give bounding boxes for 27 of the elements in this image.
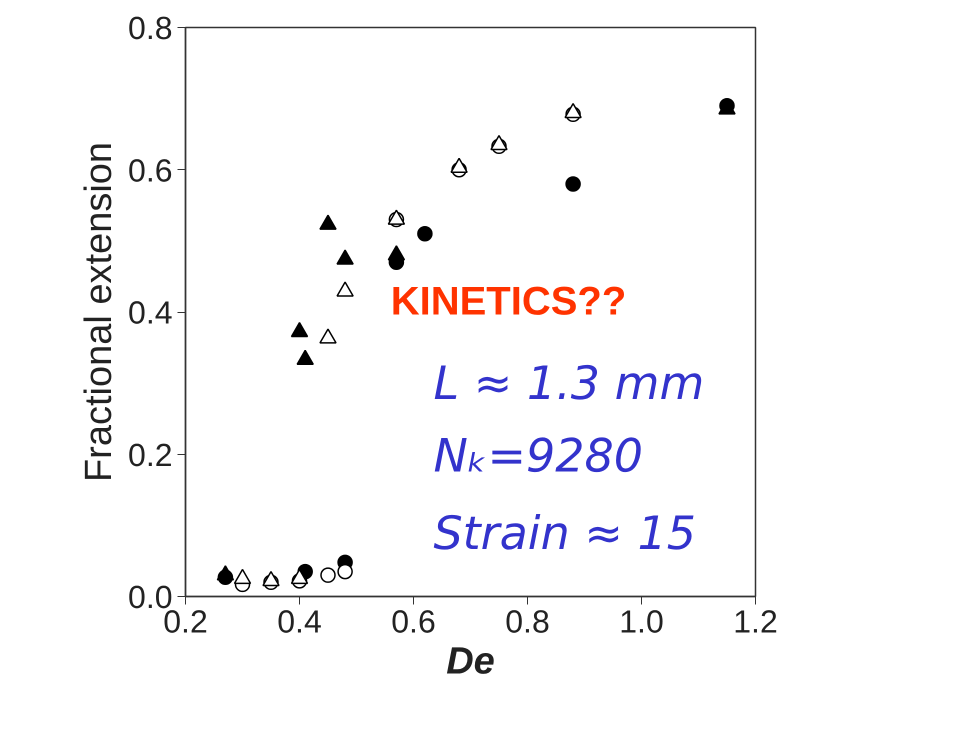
- point: [337, 564, 353, 580]
- x-tick-label: 0.4: [277, 604, 322, 640]
- point: [450, 158, 468, 173]
- point: [388, 245, 406, 260]
- x-tick-label: 1.0: [619, 604, 664, 640]
- point: [296, 350, 314, 366]
- x-tick-label: 1.2: [733, 604, 778, 640]
- annotation: Nₖ=9280: [433, 428, 644, 483]
- point: [564, 102, 582, 118]
- point: [290, 322, 308, 338]
- point: [320, 567, 336, 583]
- x-tick-label: 0.8: [505, 604, 550, 640]
- annotation: Strain ≈ 15: [433, 506, 696, 560]
- x-tick-label: 0.6: [391, 604, 436, 640]
- y-tick-label: 0.2: [128, 436, 172, 473]
- point: [336, 281, 354, 297]
- y-axis-title: Fractional extension: [78, 142, 120, 482]
- y-tick-label: 0.8: [128, 10, 172, 46]
- annotation: L ≈ 1.3 mm: [433, 356, 704, 410]
- point: [319, 328, 337, 344]
- x-axis-title: De: [446, 640, 495, 682]
- annotation: KINETICS??: [390, 279, 626, 324]
- point: [490, 134, 508, 150]
- point: [319, 214, 337, 230]
- y-tick-label: 0.4: [128, 294, 172, 330]
- point: [336, 249, 354, 265]
- y-tick-label: 0.6: [128, 152, 172, 188]
